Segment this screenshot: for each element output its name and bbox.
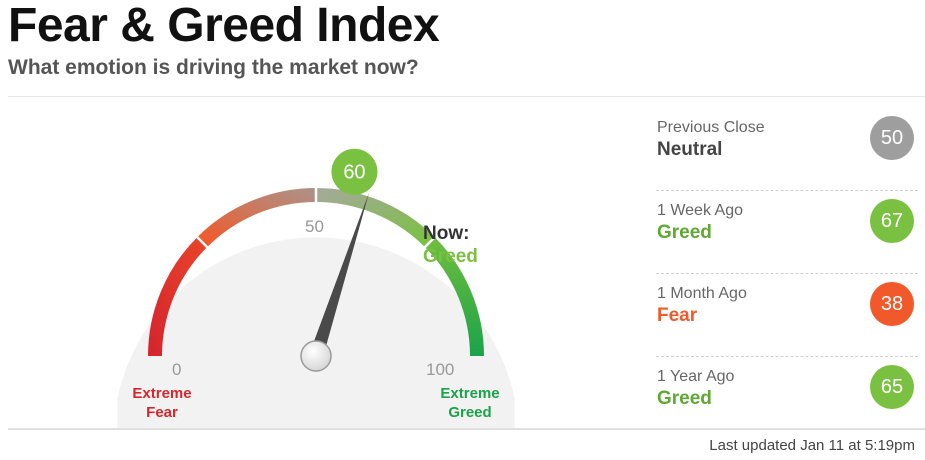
zone-separator <box>170 210 218 258</box>
extreme-fear-label: Extreme Fear <box>117 384 207 422</box>
extreme-greed-line-2: Greed <box>448 404 492 421</box>
history-row-previous-close: Previous Close Neutral 50 <box>656 108 918 191</box>
page-subtitle: What emotion is driving the market now? <box>8 56 419 79</box>
needle-hub <box>300 340 332 372</box>
zone-separator <box>414 210 462 258</box>
historical-values-list: Previous Close Neutral 50 1 Week Ago Gre… <box>656 108 918 439</box>
current-value-bubble <box>331 148 378 195</box>
history-period: Previous Close <box>657 119 765 136</box>
bottom-divider <box>8 428 925 430</box>
history-value-badge: 67 <box>870 199 914 243</box>
band-fear <box>197 188 317 248</box>
history-row-1-week-ago: 1 Week Ago Greed 67 <box>656 191 918 274</box>
history-value-badge: 38 <box>870 282 914 326</box>
gauge-background <box>117 237 515 428</box>
history-rating: Greed <box>657 388 712 409</box>
gauge-needle <box>309 192 370 359</box>
fear-greed-gauge: 60 Now: Greed 0 50 100 Extreme Fear Extr… <box>0 96 640 428</box>
gauge-svg: 60 <box>117 148 515 428</box>
band-greed <box>315 188 435 248</box>
extreme-fear-line-2: Fear <box>146 404 178 421</box>
gauge-drawing: 60 <box>117 148 515 428</box>
now-rating: Greed <box>423 246 478 267</box>
band-extreme-fear <box>148 237 208 357</box>
scale-mid-label: 50 <box>305 217 324 236</box>
history-period: 1 Year Ago <box>657 368 735 385</box>
last-updated-text: Last updated Jan 11 at 5:19pm <box>709 437 915 454</box>
scale-min-label: 0 <box>172 360 182 379</box>
extreme-greed-line-1: Extreme <box>440 385 500 402</box>
current-value-number: 60 <box>343 162 365 184</box>
page-title: Fear & Greed Index <box>8 0 440 52</box>
history-period: 1 Month Ago <box>657 285 747 302</box>
now-label: Now: <box>423 223 470 244</box>
band-extreme-greed <box>424 237 484 357</box>
history-rating: Greed <box>657 222 712 243</box>
history-period: 1 Week Ago <box>657 202 743 219</box>
extreme-fear-line-1: Extreme <box>132 385 192 402</box>
history-rating: Neutral <box>657 139 723 160</box>
history-rating: Fear <box>657 305 698 326</box>
history-value-badge: 65 <box>870 365 914 409</box>
history-row-1-month-ago: 1 Month Ago Fear 38 <box>656 274 918 357</box>
extreme-greed-label: Extreme Greed <box>425 384 515 422</box>
history-value-badge: 50 <box>870 116 914 160</box>
history-row-1-year-ago: 1 Year Ago Greed 65 <box>656 357 918 439</box>
scale-max-label: 100 <box>426 360 455 379</box>
top-divider <box>8 96 925 97</box>
